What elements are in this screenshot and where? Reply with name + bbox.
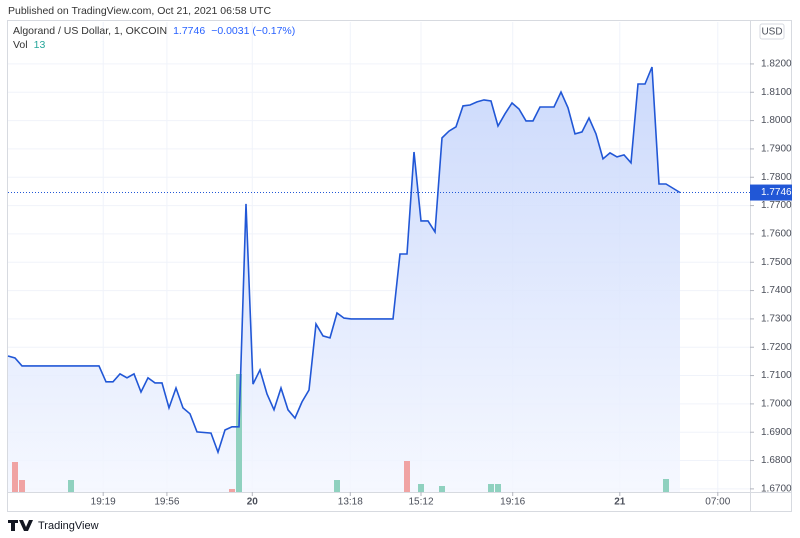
y-tick-label: 1.7800 — [761, 172, 792, 183]
y-tick-label: 1.6900 — [761, 427, 792, 438]
volume-bar — [418, 484, 424, 492]
x-tick-label: 19:19 — [91, 497, 116, 508]
x-tick-label: 20 — [247, 497, 259, 508]
y-tick-label: 1.8100 — [761, 87, 792, 98]
x-tick-label: 19:56 — [154, 497, 179, 508]
y-tick-label: 1.6700 — [761, 484, 792, 495]
volume-bar — [12, 462, 18, 492]
volume-label: Vol — [13, 39, 28, 51]
published: Published on TradingView.com, Oct 21, 20… — [8, 5, 271, 17]
x-tick-label: 15:12 — [408, 497, 433, 508]
volume-bar — [663, 479, 669, 492]
y-tick-label: 1.7500 — [761, 257, 792, 268]
y-tick-label: 1.7200 — [761, 342, 792, 353]
currency-box — [759, 23, 785, 40]
x-tick-label: 13:18 — [338, 497, 363, 508]
last-value: 1.7746 — [173, 25, 205, 37]
last-price-label: 1.7746 — [761, 187, 792, 198]
y-tick-label: 1.8200 — [761, 59, 792, 70]
y-tick-label: 1.7400 — [761, 285, 792, 296]
frame — [7, 20, 792, 512]
change: −0.0031 (−0.17%) — [211, 25, 295, 37]
area-fill — [8, 67, 680, 492]
last-price-tag — [750, 184, 792, 201]
volume-bar — [236, 374, 242, 492]
volume-bar — [68, 480, 74, 492]
volume-bar — [229, 489, 235, 492]
plot — [7, 66, 750, 492]
volume-bar — [439, 486, 445, 492]
x-tick-label: 21 — [614, 497, 626, 508]
volume-bar — [404, 461, 410, 492]
y-tick-label: 1.7700 — [761, 200, 792, 211]
y-tick-label: 1.7900 — [761, 144, 792, 155]
y-tick-label: 1.7100 — [761, 370, 792, 381]
volume-bar — [488, 484, 494, 492]
volume-bar — [19, 480, 25, 492]
y-tick-label: 1.7600 — [761, 229, 792, 240]
axes: 1.6700 1.6800 1.6900 1.7000 1.7100 1.7200 1.73… — [91, 59, 792, 508]
logo-icon — [8, 520, 33, 531]
y-tick-label: 1.8000 — [761, 115, 792, 126]
volume-bar — [495, 484, 501, 492]
volume-bar — [334, 480, 340, 492]
y-tick-label: 1.7300 — [761, 314, 792, 325]
price-line — [7, 66, 681, 455]
x-tick-label: 07:00 — [705, 497, 730, 508]
currency: USD — [761, 27, 782, 38]
series-title: Algorand / US Dollar, 1, OKCOIN — [13, 25, 167, 37]
volume-value: 13 — [34, 39, 46, 51]
x-tick-label: 19:16 — [500, 497, 525, 508]
y-tick-label: 1.7000 — [761, 399, 792, 410]
logo: TradingView — [38, 520, 99, 532]
y-tick-label: 1.6800 — [761, 455, 792, 466]
